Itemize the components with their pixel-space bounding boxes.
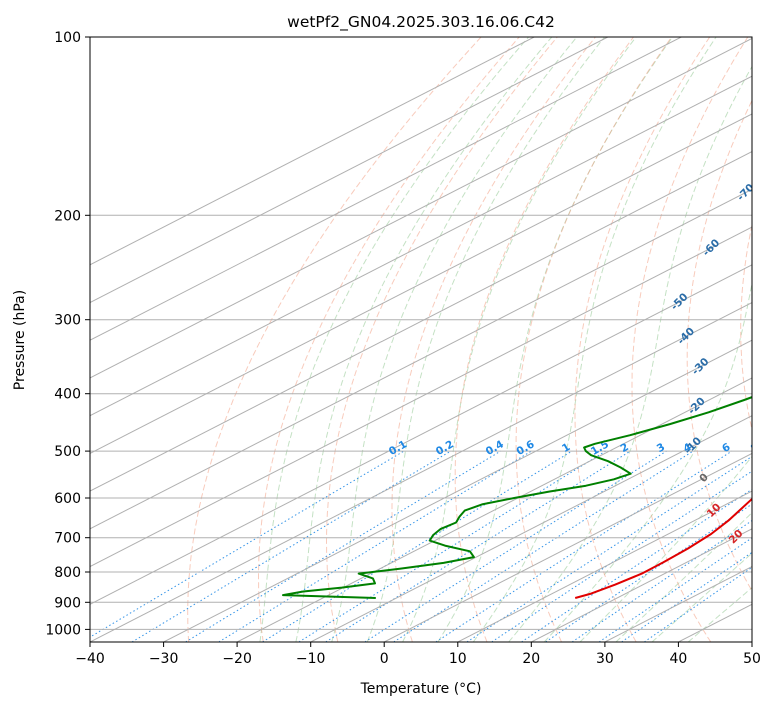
y-tick-label: 900 xyxy=(54,595,81,611)
isotherm-line xyxy=(90,37,609,304)
background-lines xyxy=(90,37,752,642)
isotherm-line xyxy=(90,151,752,492)
isotherm-line xyxy=(90,37,752,379)
mixing-ratio-line xyxy=(621,551,752,642)
plot-frame xyxy=(89,36,753,643)
y-tick-label: 700 xyxy=(54,531,81,547)
dry-adiabat-line xyxy=(454,37,634,642)
y-tick-label: 500 xyxy=(54,444,81,460)
isotherm-line xyxy=(90,188,752,530)
mixing-ratio-label: 8 xyxy=(749,441,761,455)
x-tick-label: −10 xyxy=(296,651,326,667)
moist-adiabat-line xyxy=(508,65,752,642)
x-tick-label: 0 xyxy=(380,651,389,667)
moist-adiabat-line xyxy=(366,37,605,642)
dry-adiabat-line xyxy=(515,37,673,642)
x-tick-label: −30 xyxy=(149,651,179,667)
mixing-ratio-line xyxy=(644,566,752,642)
isotherm-line xyxy=(90,75,752,417)
y-tick-label: 1000 xyxy=(45,622,81,638)
dewpoint-profile-line xyxy=(282,396,752,599)
isotherm-line xyxy=(383,452,752,642)
isotherm-line xyxy=(90,37,535,266)
x-tick-label: 20 xyxy=(522,651,540,667)
dry-adiabat-line xyxy=(740,222,752,432)
isotherm-line xyxy=(90,113,752,454)
moist-adiabat-line xyxy=(402,37,637,642)
mixing-ratio-line xyxy=(298,450,606,642)
dry-adiabat-line xyxy=(258,37,520,642)
x-tick-label: 50 xyxy=(743,651,761,667)
moist-adiabat-line xyxy=(295,37,553,642)
moist-adiabat-line xyxy=(472,37,717,642)
mixing-ratio-line xyxy=(90,450,405,638)
moist-adiabat-line xyxy=(259,37,529,642)
sounding-profiles xyxy=(282,396,752,599)
y-tick-label: 600 xyxy=(54,491,81,507)
isotherm-line xyxy=(531,528,752,642)
isotherm-line xyxy=(90,37,682,341)
mixing-ratio-line xyxy=(185,450,501,642)
x-axis-label: Temperature (°C) xyxy=(360,681,482,697)
y-tick-label: 400 xyxy=(54,387,81,403)
mixing-ratio-line xyxy=(393,450,694,642)
mixing-ratio-line xyxy=(325,450,631,642)
moist-adiabat-line xyxy=(543,280,752,642)
isotherm-line xyxy=(457,490,752,642)
pressure-gridlines xyxy=(90,37,752,630)
y-tick-label: 200 xyxy=(54,208,81,224)
temperature-profile-line xyxy=(574,497,752,599)
moist-adiabat-line xyxy=(437,37,673,642)
x-tick-label: 30 xyxy=(596,651,614,667)
y-tick-label: 100 xyxy=(54,30,81,46)
chart-title: wetPf2_GN04.2025.303.16.06.C42 xyxy=(287,13,555,32)
y-axis-ticks: 100 200 300 400 500 600 700 800 900 1000 xyxy=(45,30,90,638)
dry-adiabat-line xyxy=(686,99,752,592)
moist-adiabat-line xyxy=(651,552,752,642)
x-tick-label: −40 xyxy=(75,651,105,667)
isotherm-line xyxy=(163,339,752,642)
mixing-ratio-line xyxy=(364,450,667,642)
mixing-ratio-line xyxy=(521,488,752,642)
moist-adiabat-line xyxy=(687,587,752,642)
moist-adiabat-line xyxy=(331,37,578,642)
y-tick-label: 800 xyxy=(54,565,81,581)
dry-adiabat-line xyxy=(326,37,558,642)
mixing-ratio-line xyxy=(491,470,752,642)
mixing-ratio-line xyxy=(218,450,532,642)
dry-adiabat-line xyxy=(187,37,482,642)
moist-adiabat-line xyxy=(579,455,752,642)
isotherm-line xyxy=(310,415,752,642)
x-tick-label: −20 xyxy=(222,651,252,667)
y-tick-label: 300 xyxy=(54,313,81,329)
moist-adiabats xyxy=(259,37,752,642)
isotherm-line xyxy=(90,264,752,605)
isotherm-line xyxy=(90,226,752,568)
y-axis-label: Pressure (hPa) xyxy=(12,290,28,390)
isotherm-line xyxy=(90,301,752,642)
x-tick-label: 10 xyxy=(449,651,467,667)
x-axis-ticks: −40 −30 −20 −10 0 10 20 30 40 50 xyxy=(75,642,761,667)
x-tick-label: 40 xyxy=(669,651,687,667)
